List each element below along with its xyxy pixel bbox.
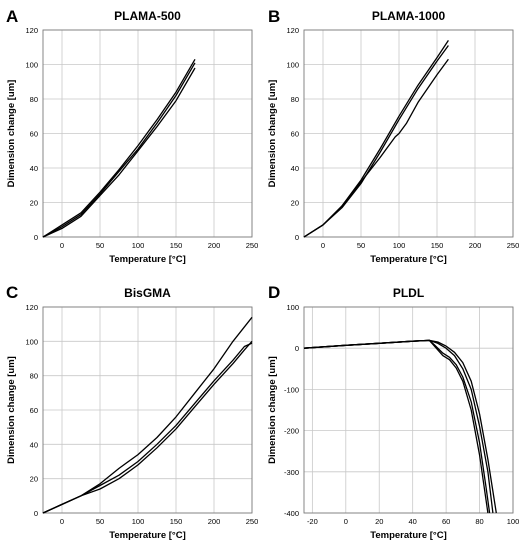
panel-letter: C xyxy=(6,283,18,302)
chart-panel-b: 0 50 100 150 200 250 0 20 40 60 80 100 120 Temperatur… xyxy=(267,7,519,265)
y-tick-label: 60 xyxy=(291,130,299,139)
chart-panel-c: 0 50 100 150 200 250 0 20 40 60 80 100 120 Temperatur… xyxy=(6,283,258,541)
x-axis-label: Temperature [°C] xyxy=(370,530,446,541)
x-tick-label: 200 xyxy=(469,241,482,250)
x-axis-label: Temperature [°C] xyxy=(370,254,446,265)
series-line-3 xyxy=(303,58,449,238)
y-tick-label: 0 xyxy=(295,344,299,353)
x-tick-label: 80 xyxy=(475,517,483,526)
x-tick-label: 250 xyxy=(246,241,259,250)
panel-letter: A xyxy=(6,7,18,26)
plot-frame xyxy=(42,29,253,238)
y-tick-label: 40 xyxy=(30,440,38,449)
y-axis-label: Dimension change [um] xyxy=(267,80,278,188)
x-tick-label: 250 xyxy=(507,241,520,250)
y-tick-label: 0 xyxy=(34,509,38,518)
y-tick-label: 100 xyxy=(25,337,38,346)
series-line-1 xyxy=(42,58,196,238)
series-line-1 xyxy=(303,339,497,514)
y-tick-label: 20 xyxy=(30,199,38,208)
chart-panel-d: -20 0 20 40 60 80 100-400-300-200-1000100Tempe… xyxy=(267,283,519,541)
y-tick-label: 0 xyxy=(34,233,38,242)
y-tick-label: 100 xyxy=(286,61,299,70)
series-line-4 xyxy=(303,339,489,514)
y-tick-label: -400 xyxy=(284,509,299,518)
x-tick-label: 0 xyxy=(60,517,64,526)
y-tick-label: 120 xyxy=(286,26,299,35)
y-axis-label: Dimension change [um] xyxy=(6,80,17,188)
x-tick-label: 60 xyxy=(442,517,450,526)
y-tick-label: 120 xyxy=(25,303,38,312)
y-tick-label: 60 xyxy=(30,130,38,139)
plot-frame xyxy=(42,306,253,514)
y-tick-label: 40 xyxy=(30,164,38,173)
x-tick-label: 100 xyxy=(132,517,145,526)
x-tick-label: 40 xyxy=(409,517,417,526)
y-tick-label: 80 xyxy=(30,95,38,104)
x-tick-label: 250 xyxy=(246,517,259,526)
series-line-2 xyxy=(42,62,196,238)
y-tick-label: 80 xyxy=(30,372,38,381)
y-tick-label: 40 xyxy=(291,164,299,173)
chart-panel-a: 0 50 100 150 200 250 0 20 40 60 80 100 120 Temperatur… xyxy=(6,7,258,265)
chart-title: PLDL xyxy=(393,286,424,300)
y-tick-label: 20 xyxy=(30,475,38,484)
x-tick-label: 0 xyxy=(60,241,64,250)
plot-frame xyxy=(303,29,514,238)
series-line-3 xyxy=(42,67,196,238)
x-tick-label: -20 xyxy=(307,517,318,526)
x-axis-label: Temperature [°C] xyxy=(109,254,185,265)
x-tick-label: 150 xyxy=(431,241,444,250)
y-tick-label: 100 xyxy=(286,303,299,312)
y-tick-label: 100 xyxy=(25,61,38,70)
x-tick-label: 0 xyxy=(344,517,348,526)
x-tick-label: 150 xyxy=(170,517,183,526)
y-axis-label: Dimension change [um] xyxy=(6,356,17,464)
y-tick-label: -100 xyxy=(284,385,299,394)
x-tick-label: 200 xyxy=(208,241,221,250)
x-tick-label: 0 xyxy=(321,241,325,250)
chart-title: PLAMA-1000 xyxy=(372,9,446,23)
x-tick-label: 50 xyxy=(96,517,104,526)
chart-title: PLAMA-500 xyxy=(114,9,181,23)
series-line-1 xyxy=(42,316,253,514)
series-line-1 xyxy=(303,40,449,238)
panel-letter: B xyxy=(268,7,280,26)
y-tick-label: 120 xyxy=(25,26,38,35)
x-tick-label: 50 xyxy=(357,241,365,250)
x-tick-label: 100 xyxy=(507,517,520,526)
y-tick-label: -200 xyxy=(284,427,299,436)
plot-frame xyxy=(303,306,514,514)
chart-title: BisGMA xyxy=(124,286,171,300)
x-tick-label: 200 xyxy=(208,517,221,526)
y-tick-label: -300 xyxy=(284,468,299,477)
y-axis-label: Dimension change [um] xyxy=(267,356,278,464)
series-line-2 xyxy=(303,45,449,238)
x-tick-label: 100 xyxy=(132,241,145,250)
panel-letter: D xyxy=(268,283,280,302)
x-tick-label: 20 xyxy=(375,517,383,526)
series-line-2 xyxy=(42,342,253,514)
y-tick-label: 60 xyxy=(30,406,38,415)
x-tick-label: 150 xyxy=(170,241,183,250)
x-tick-label: 50 xyxy=(96,241,104,250)
y-tick-label: 0 xyxy=(295,233,299,242)
series-line-3 xyxy=(42,340,253,514)
y-tick-label: 20 xyxy=(291,199,299,208)
y-tick-label: 80 xyxy=(291,95,299,104)
x-axis-label: Temperature [°C] xyxy=(109,530,185,541)
x-tick-label: 100 xyxy=(393,241,406,250)
